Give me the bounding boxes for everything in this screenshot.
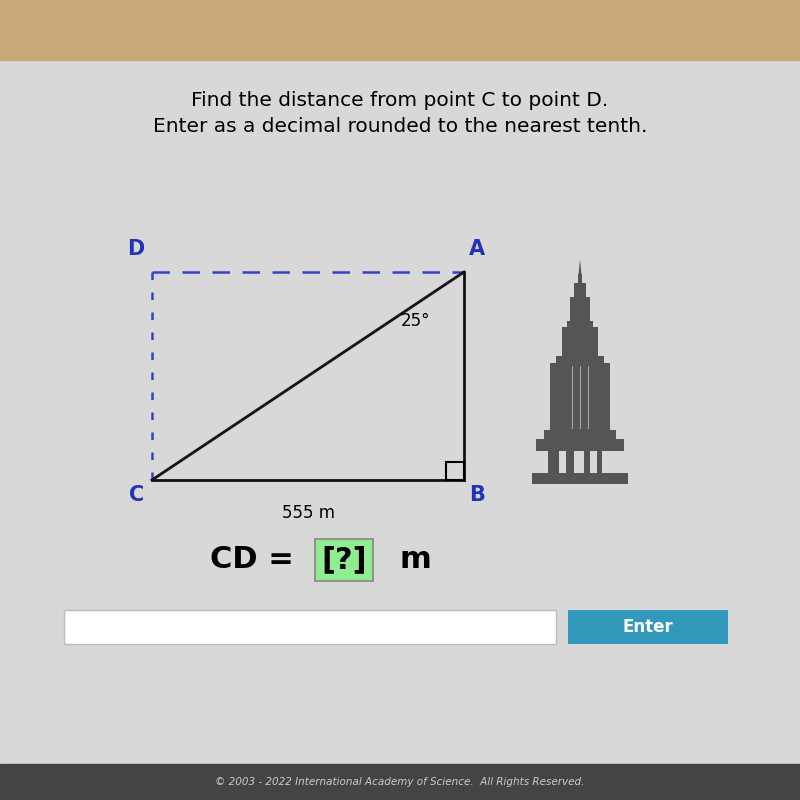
Bar	[550, 363, 610, 430]
Bar	[532, 474, 628, 484]
Text: m: m	[400, 546, 432, 574]
Text: C: C	[129, 485, 144, 505]
Text: 555 m: 555 m	[282, 504, 334, 522]
Bar	[0, 764, 800, 800]
Text: [?]: [?]	[321, 546, 367, 574]
Text: CD =: CD =	[210, 546, 304, 574]
Text: 25°: 25°	[402, 312, 430, 330]
Text: Enter as a decimal rounded to the nearest tenth.: Enter as a decimal rounded to the neares…	[153, 117, 647, 136]
Bar	[568, 610, 728, 644]
Bar	[566, 450, 574, 474]
Bar	[536, 438, 624, 450]
Text: Enter: Enter	[622, 618, 674, 636]
Bar	[0, 0, 800, 60]
Bar	[584, 450, 590, 474]
Bar	[562, 327, 598, 356]
Text: D: D	[126, 239, 144, 259]
Polygon shape	[578, 259, 582, 276]
Bar	[548, 450, 554, 474]
Bar	[578, 274, 582, 283]
Bar	[544, 430, 616, 438]
Bar	[570, 298, 590, 322]
Bar	[597, 450, 602, 474]
Text: B: B	[469, 485, 485, 505]
Bar	[554, 450, 559, 474]
Text: © 2003 - 2022 International Academy of Science.  All Rights Reserved.: © 2003 - 2022 International Academy of S…	[215, 778, 585, 787]
Bar	[567, 322, 593, 327]
Bar	[574, 283, 586, 298]
Bar	[556, 356, 604, 363]
Bar	[64, 610, 556, 644]
Text: Find the distance from point C to point D.: Find the distance from point C to point …	[191, 90, 609, 110]
Text: A: A	[469, 239, 485, 259]
